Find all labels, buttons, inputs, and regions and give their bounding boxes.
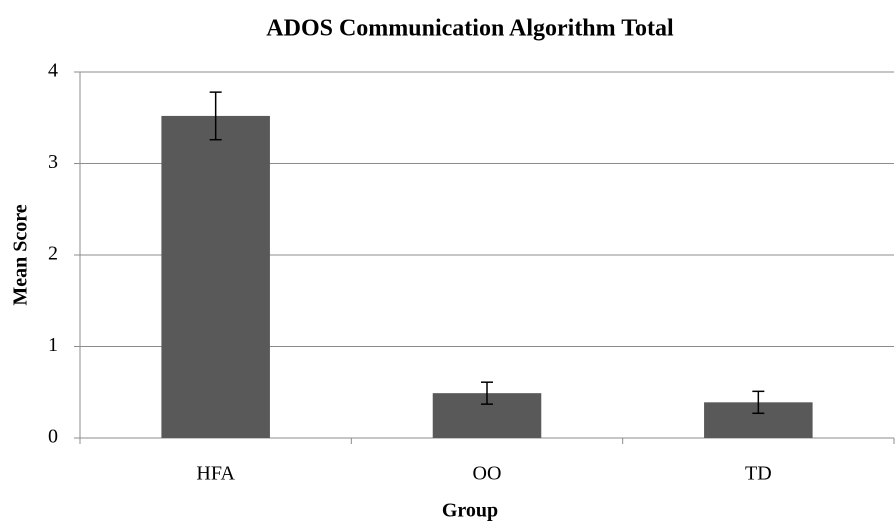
y-tick-label: 0 — [48, 426, 58, 448]
x-tick-label: HFA — [196, 463, 235, 485]
y-axis-title: Mean Score — [10, 204, 32, 305]
error-bar — [209, 91, 222, 141]
y-tick-label: 2 — [48, 243, 58, 265]
x-tick-label: OO — [473, 463, 502, 485]
x-tick-label: TD — [745, 463, 772, 485]
y-tick-label: 4 — [48, 60, 58, 82]
y-tick-label: 1 — [48, 334, 58, 356]
x-axis-title: Group — [442, 500, 498, 522]
bar — [161, 115, 270, 439]
error-bar — [752, 390, 765, 415]
chart-title: ADOS Communication Algorithm Total — [266, 16, 674, 42]
error-bar — [481, 381, 493, 405]
y-tick-label: 3 — [48, 151, 58, 173]
